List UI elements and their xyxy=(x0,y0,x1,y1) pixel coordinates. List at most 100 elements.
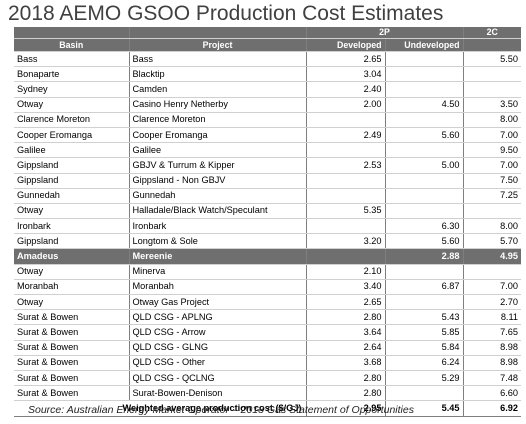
cell-project: QLD CSG - Other xyxy=(129,355,307,371)
cell-undeveloped xyxy=(385,66,464,83)
cell-project: Otway Gas Project xyxy=(129,294,307,311)
cell-developed: 2.80 xyxy=(306,309,386,326)
cell-project: GBJV & Turrum & Kipper xyxy=(129,157,307,174)
cell-undeveloped xyxy=(385,188,464,204)
cell-2c: 5.50 xyxy=(463,51,522,68)
cell-undeveloped: 5.00 xyxy=(385,157,464,174)
cell-undeveloped: 5.85 xyxy=(385,324,464,341)
table-row: Surat & Bowen QLD CSG - APLNG 2.80 5.43 8.11 xyxy=(14,309,522,326)
header-column-row: Basin Project Developed Undeveloped xyxy=(14,38,522,52)
table-row: Gippsland Longtom & Sole 3.20 5.60 5.70 xyxy=(14,233,522,250)
cell-undeveloped: 6.30 xyxy=(385,218,464,235)
cell-project: Longtom & Sole xyxy=(129,233,307,250)
cell-basin: Moranbah xyxy=(14,279,130,296)
cell-project: Camden xyxy=(129,81,307,98)
cell-project: Minerva xyxy=(129,264,307,280)
cell-2c: 8.11 xyxy=(463,309,522,326)
cell-basin: Ironbark xyxy=(14,218,130,235)
header-developed: Developed xyxy=(306,38,386,52)
cell-project: QLD CSG - APLNG xyxy=(129,309,307,326)
table-row: Gippsland GBJV & Turrum & Kipper 2.53 5.00 7… xyxy=(14,157,522,174)
cell-undeveloped: 5.29 xyxy=(385,370,464,387)
cell-undeveloped xyxy=(385,294,464,311)
header-project: Project xyxy=(129,38,307,52)
cell-project: Cooper Eromanga xyxy=(129,127,307,144)
weighted-average-developed: 2.95 xyxy=(306,400,386,417)
cell-undeveloped: 2.88 xyxy=(385,248,464,265)
cell-developed: 2.65 xyxy=(306,51,386,68)
cell-undeveloped: 5.60 xyxy=(385,233,464,250)
cell-2c: 5.70 xyxy=(463,233,522,250)
weighted-average-label: Weighted average production cost ($/GJ) xyxy=(14,400,307,417)
cell-undeveloped: 5.43 xyxy=(385,309,464,326)
cell-developed: 2.10 xyxy=(306,264,386,280)
cell-project: QLD CSG - GLNG xyxy=(129,340,307,356)
cell-2c: 7.65 xyxy=(463,324,522,341)
cell-developed: 2.64 xyxy=(306,340,386,356)
source-note: Source: Australian Energy Market Operato… xyxy=(28,404,414,416)
table-row: Moranbah Moranbah 3.40 6.87 7.00 xyxy=(14,279,522,296)
cell-basin: Cooper Eromanga xyxy=(14,127,130,144)
cell-basin: Gunnedah xyxy=(14,188,130,204)
cell-developed xyxy=(306,248,386,265)
cell-developed xyxy=(306,142,386,159)
cell-basin: Sydney xyxy=(14,81,130,98)
cell-developed: 3.40 xyxy=(306,279,386,296)
cell-basin: Otway xyxy=(14,97,130,113)
cell-project: Mereenie xyxy=(129,248,307,265)
cell-undeveloped xyxy=(385,81,464,98)
table-row: Surat & Bowen QLD CSG - QCLNG 2.80 5.29 7.48 xyxy=(14,370,522,387)
cell-undeveloped xyxy=(385,173,464,189)
cell-basin: Surat & Bowen xyxy=(14,324,130,341)
cell-2c: 6.60 xyxy=(463,385,522,402)
cell-developed: 2.65 xyxy=(306,294,386,311)
cell-basin: Bonaparte xyxy=(14,66,130,83)
table-row: Clarence Moreton Clarence Moreton 8.00 xyxy=(14,112,522,128)
cell-undeveloped xyxy=(385,51,464,68)
header-empty xyxy=(129,27,307,39)
cell-project: Moranbah xyxy=(129,279,307,296)
weighted-average-undeveloped: 5.45 xyxy=(385,400,464,417)
weighted-average-row: Weighted average production cost ($/GJ) … xyxy=(14,400,522,417)
cell-basin: Galilee xyxy=(14,142,130,159)
production-cost-table: 2P 2C Basin Project Developed Undevelope… xyxy=(14,27,522,417)
header-empty xyxy=(463,38,522,52)
cell-basin: Surat & Bowen xyxy=(14,370,130,387)
cell-project: Ironbark xyxy=(129,218,307,235)
cell-developed: 2.80 xyxy=(306,370,386,387)
table-row: Surat & Bowen QLD CSG - GLNG 2.64 5.84 8.98 xyxy=(14,340,522,356)
cell-2c xyxy=(463,203,522,220)
cell-developed: 3.20 xyxy=(306,233,386,250)
cell-2c: 8.98 xyxy=(463,340,522,356)
cell-developed: 3.04 xyxy=(306,66,386,83)
cell-basin: Gippsland xyxy=(14,173,130,189)
cell-undeveloped xyxy=(385,203,464,220)
cell-2c xyxy=(463,264,522,280)
cell-developed: 2.40 xyxy=(306,81,386,98)
cell-2c: 7.00 xyxy=(463,279,522,296)
cell-2c: 3.50 xyxy=(463,97,522,113)
table-row: Gippsland Gippsland - Non GBJV 7.50 xyxy=(14,173,522,189)
cell-undeveloped: 6.87 xyxy=(385,279,464,296)
table-row: Otway Minerva 2.10 xyxy=(14,264,522,280)
cell-2c: 2.70 xyxy=(463,294,522,311)
header-undeveloped: Undeveloped xyxy=(385,38,464,52)
table-row: Sydney Camden 2.40 xyxy=(14,81,522,98)
cell-project: Halladale/Black Watch/Speculant xyxy=(129,203,307,220)
cell-undeveloped: 5.60 xyxy=(385,127,464,144)
cell-undeveloped: 4.50 xyxy=(385,97,464,113)
cell-undeveloped xyxy=(385,142,464,159)
cell-basin: Otway xyxy=(14,264,130,280)
table-row: Otway Casino Henry Netherby 2.00 4.50 3.50 xyxy=(14,97,522,113)
cell-project: Galilee xyxy=(129,142,307,159)
cell-2c: 7.48 xyxy=(463,370,522,387)
cell-developed: 2.49 xyxy=(306,127,386,144)
table-row: Otway Halladale/Black Watch/Speculant 5.35 xyxy=(14,203,522,220)
cell-basin: Surat & Bowen xyxy=(14,309,130,326)
cell-developed xyxy=(306,112,386,128)
cell-developed xyxy=(306,173,386,189)
cell-project: Blacktip xyxy=(129,66,307,83)
cell-developed xyxy=(306,188,386,204)
cell-undeveloped xyxy=(385,385,464,402)
cell-project: Casino Henry Netherby xyxy=(129,97,307,113)
